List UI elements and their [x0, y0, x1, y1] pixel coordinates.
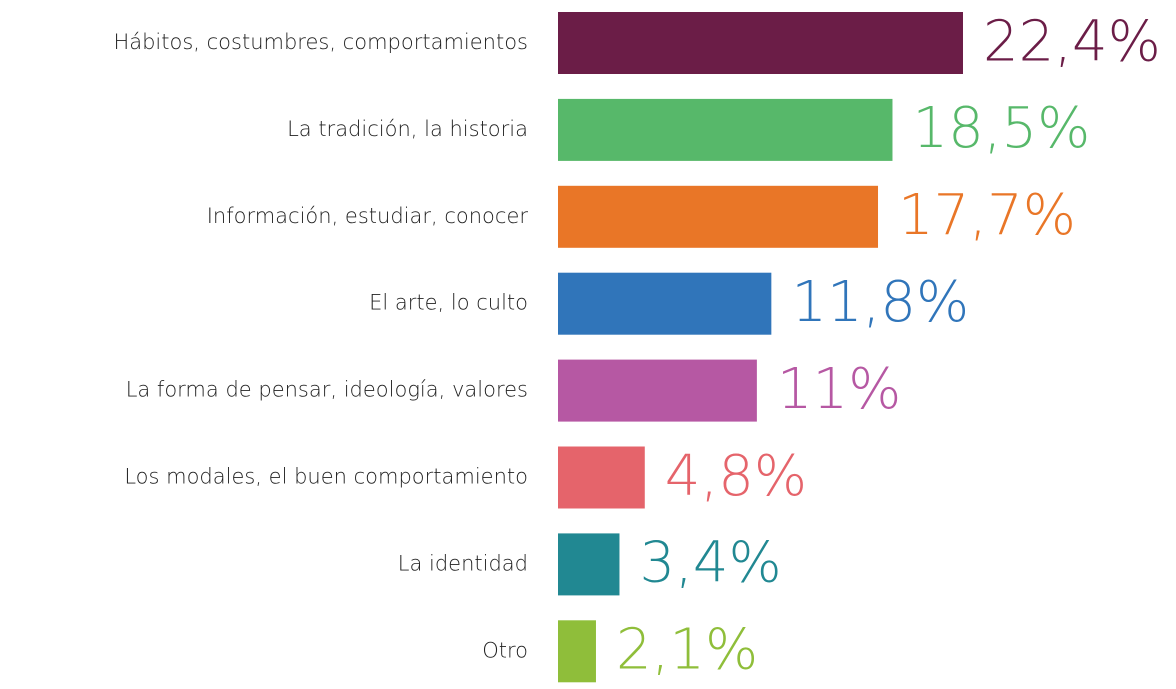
value-label: 2,1%: [616, 618, 758, 683]
value-label: 3,4%: [639, 531, 781, 596]
value-label: 11%: [777, 357, 901, 422]
category-label: Otro: [482, 638, 528, 662]
category-label: Hábitos, costumbres, comportamientos: [113, 30, 528, 54]
bar: [558, 98, 893, 161]
value-label: 4,8%: [665, 444, 807, 509]
category-label: Los modales, el buen comportamiento: [124, 465, 528, 489]
bar: [558, 533, 620, 596]
value-label: 18,5%: [912, 96, 1090, 161]
bar: [558, 272, 772, 335]
category-label: La tradición, la historia: [287, 117, 528, 141]
category-label: Información, estudiar, conocer: [207, 204, 529, 228]
bar: [558, 185, 879, 248]
value-label: 11,8%: [791, 270, 969, 335]
bar: [558, 12, 963, 74]
category-label: La identidad: [398, 551, 528, 575]
value-label: 17,7%: [898, 183, 1076, 248]
bar: [558, 446, 645, 509]
category-label: La forma de pensar, ideología, valores: [126, 378, 528, 402]
bar: [558, 620, 596, 683]
bar: [558, 359, 757, 422]
value-label: 22,4%: [983, 9, 1161, 74]
category-label: El arte, lo culto: [369, 291, 528, 315]
